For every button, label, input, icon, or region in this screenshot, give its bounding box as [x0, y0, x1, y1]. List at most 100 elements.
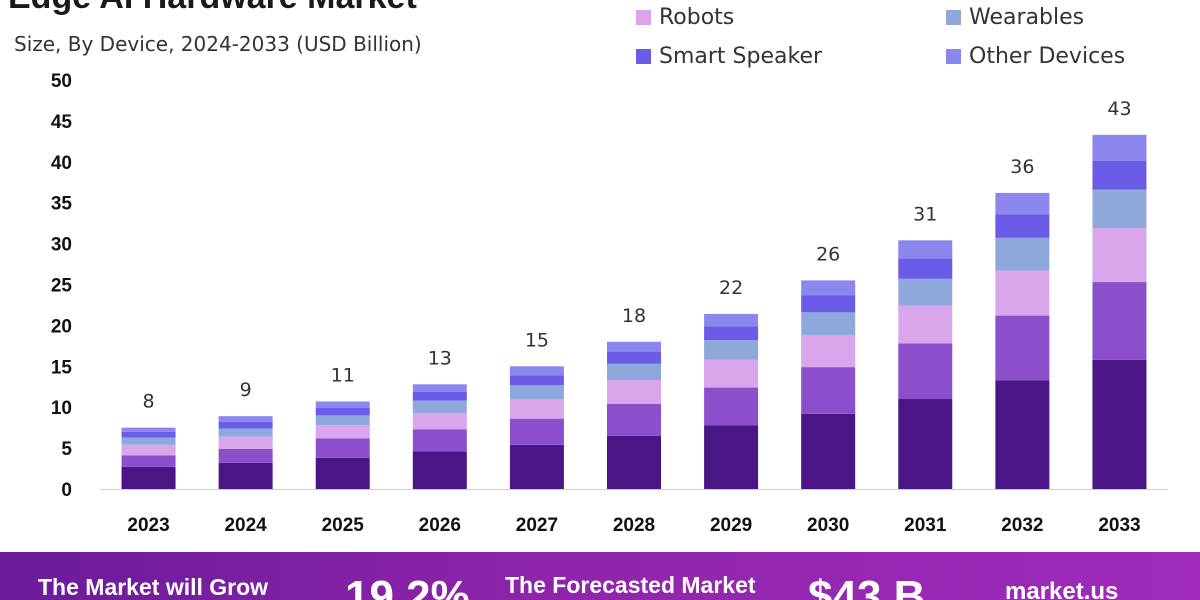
bar-segment	[898, 278, 953, 306]
bar-segment	[607, 341, 661, 352]
bar-total-label: 43	[1107, 98, 1131, 120]
bar-segment	[315, 408, 370, 416]
x-tick-label: 2029	[710, 515, 752, 536]
stacked-bar-chart: 0510152025303540455082023920241120251320…	[51, 71, 1168, 536]
legend-item-robots: Robots	[636, 5, 734, 30]
bar-segment	[121, 444, 176, 456]
bar-segment	[607, 380, 661, 404]
bar-segment	[801, 312, 856, 336]
banner-forecast-value: $43 B	[808, 572, 926, 600]
bar-segment	[1092, 189, 1147, 229]
x-tick-label: 2033	[1098, 515, 1140, 536]
bar-segment	[412, 451, 467, 489]
legend-swatch-smart-speaker	[636, 49, 651, 64]
chart-subtitle: Size, By Device, 2024-2033 (USD Billion)	[14, 32, 422, 56]
bar-total-label: 9	[240, 379, 252, 401]
bar-segment	[704, 359, 759, 388]
legend-item-wearables: Wearables	[946, 5, 1084, 30]
bar-segment	[218, 448, 273, 463]
x-tick-label: 2024	[224, 515, 267, 536]
bar-segment	[1092, 359, 1147, 489]
y-tick-label: 25	[51, 276, 73, 297]
bar-segment	[1092, 134, 1147, 161]
bar-segment	[995, 315, 1050, 381]
y-tick-label: 0	[61, 480, 72, 501]
legend-label-smart-speaker: Smart Speaker	[659, 44, 823, 69]
bar-segment	[801, 335, 856, 368]
bar-total-label: 13	[428, 347, 452, 369]
bar-segment	[121, 455, 176, 467]
bar-total-label: 15	[525, 329, 549, 351]
bar-total-label: 22	[719, 277, 743, 299]
bar-segment	[898, 258, 953, 279]
legend-swatch-other-devices	[946, 49, 961, 64]
bar-segment	[898, 343, 953, 400]
bar-segment	[607, 435, 661, 489]
y-tick-label: 45	[51, 112, 73, 133]
bar-segment	[995, 237, 1050, 271]
bar-segment	[218, 416, 273, 422]
bar-total-label: 18	[622, 305, 646, 327]
banner-forecast-text: The Forecasted Market	[505, 572, 756, 598]
legend-swatch-wearables	[946, 10, 961, 25]
bar-segment	[509, 375, 564, 386]
bar-segment	[218, 436, 273, 449]
legend-label-robots: Robots	[659, 5, 735, 30]
legend-item-smart-speaker: Smart Speaker	[636, 44, 822, 69]
bar-segment	[315, 425, 370, 439]
bar-segment	[1092, 282, 1147, 360]
legend-item-other-devices: Other Devices	[946, 44, 1125, 69]
bar-total-label: 31	[913, 203, 937, 225]
legend: Robots Wearables Smart Speaker Other Dev…	[0, 0, 1200, 80]
bar-total-label: 26	[816, 243, 840, 265]
banner-brand: market.us	[1005, 578, 1119, 600]
y-tick-label: 15	[51, 357, 73, 378]
chart-title: Edge AI Hardware Market	[8, 0, 417, 17]
banner-growth-text: The Market will Grow	[38, 574, 269, 600]
bar-segment	[801, 280, 856, 296]
bar-segment	[315, 457, 370, 489]
bar-segment	[801, 367, 856, 414]
y-tick-label: 20	[51, 316, 72, 337]
bar-segment	[995, 214, 1050, 238]
bar-segment	[121, 427, 176, 432]
legend-label-other-devices: Other Devices	[969, 44, 1126, 69]
x-tick-label: 2028	[613, 515, 655, 536]
bar-segment	[412, 391, 467, 401]
bar-total-label: 11	[331, 364, 355, 386]
x-tick-label: 2026	[419, 515, 461, 536]
y-tick-label: 35	[51, 194, 73, 215]
x-tick-label: 2031	[904, 515, 947, 536]
footer-banner: The Market will Grow 19.2% The Forecaste…	[0, 552, 1200, 600]
x-tick-label: 2032	[1001, 515, 1043, 536]
bar-segment	[412, 384, 467, 392]
bar-segment	[412, 412, 467, 430]
legend-label-wearables: Wearables	[969, 5, 1085, 30]
bar-segment	[607, 351, 661, 364]
bar-segment	[412, 429, 467, 452]
bar-segment	[218, 428, 273, 437]
bar-segment	[995, 270, 1050, 316]
y-tick-label: 40	[51, 153, 72, 174]
bar-segment	[898, 305, 953, 344]
bar-segment	[607, 363, 661, 381]
bar-segment	[704, 425, 759, 489]
bar-segment	[801, 295, 856, 313]
bar-segment	[509, 366, 564, 376]
bar-segment	[509, 385, 564, 400]
legend-swatch-robots	[636, 10, 651, 25]
bar-segment	[704, 326, 759, 341]
bar-segment	[704, 313, 759, 327]
bar-segment	[1092, 160, 1147, 190]
bar-segment	[898, 399, 953, 489]
y-tick-label: 10	[51, 398, 72, 419]
x-tick-label: 2030	[807, 515, 849, 536]
bar-segment	[412, 400, 467, 413]
bar-segment	[218, 462, 273, 489]
bar-segment	[315, 401, 370, 409]
x-tick-label: 2025	[322, 515, 365, 536]
y-tick-label: 30	[51, 235, 72, 256]
bar-total-label: 36	[1010, 156, 1034, 178]
bar-segment	[898, 240, 953, 259]
bar-segment	[704, 387, 759, 426]
